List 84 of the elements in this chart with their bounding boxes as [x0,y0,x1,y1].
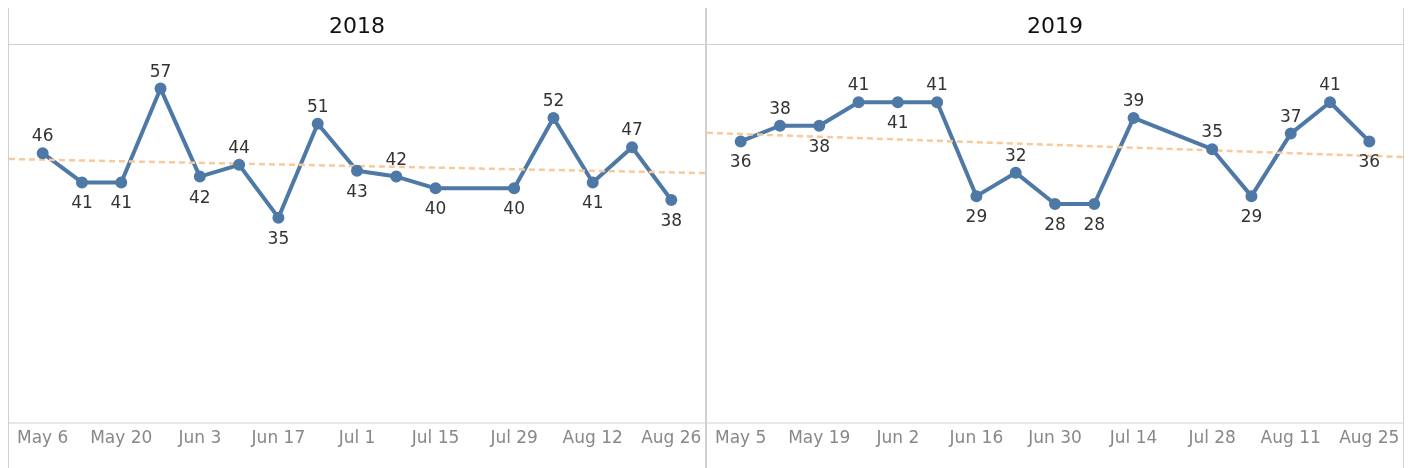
point [734,135,747,148]
data-label: 51 [306,95,329,116]
data-label: 41 [71,192,93,213]
x-tick-label: Jun 3 [177,427,222,448]
chart-title: 2019 [707,8,1403,45]
point [970,190,983,203]
data-label: 42 [189,186,211,207]
data-label: 41 [1319,74,1341,95]
data-label: 35 [1201,121,1223,142]
point [1088,197,1101,210]
point [75,176,88,189]
point [1363,135,1376,148]
x-tick-label: Jul 28 [1187,427,1236,448]
data-label: 29 [1240,206,1263,227]
point [626,141,639,154]
data-label: 52 [542,89,565,110]
data-label: 46 [31,125,54,146]
data-label: 32 [1004,144,1027,165]
data-label: 39 [1122,89,1145,110]
data-label: 41 [581,192,604,213]
data-label: 28 [1044,213,1066,234]
point [115,176,128,189]
data-label: 38 [808,135,831,156]
point [1127,111,1140,124]
point [1324,96,1337,109]
x-tick-label: Aug 26 [641,427,702,448]
point [1245,190,1258,203]
data-label: 41 [847,74,870,95]
x-tick-label: May 20 [90,427,153,448]
data-label: 43 [346,180,368,201]
x-tick-label: Jul 1 [337,427,376,448]
x-tick-label: Aug 25 [1339,427,1400,448]
x-tick-label: Jul 29 [489,427,538,448]
x-tick-label: Aug 11 [1260,427,1321,448]
point [311,117,324,130]
point [586,176,599,189]
data-label: 36 [729,151,752,172]
point [1049,197,1061,210]
point [1284,127,1297,140]
data-label: 41 [887,112,909,133]
point [429,182,442,195]
x-tick-label: Jun 2 [875,427,920,448]
point [931,96,944,109]
point [272,211,285,224]
x-tick-label: Aug 12 [562,427,623,448]
x-tick-label: May 6 [16,427,69,448]
data-label: 38 [769,97,791,118]
data-label: 44 [228,136,250,157]
point [891,96,904,109]
point [1009,166,1022,179]
x-tick-label: Jul 15 [410,427,460,448]
data-label: 36 [1358,151,1381,172]
point [233,158,246,171]
point [852,96,865,109]
chart-title: 2018 [9,8,705,45]
x-tick-label: Jul 14 [1108,427,1158,448]
x-tick-label: Jun 30 [1027,427,1082,448]
point [154,82,167,95]
point [351,164,363,177]
point [665,194,678,207]
data-label: 29 [965,206,988,227]
x-tick-label: Jun 17 [250,427,306,448]
data-label: 57 [149,60,172,81]
point [36,147,49,160]
x-tick-label: May 19 [788,427,851,448]
x-tick-label: May 5 [714,427,767,448]
data-label: 40 [424,198,447,219]
data-label: 41 [926,74,948,95]
point [1206,143,1219,156]
data-label: 37 [1279,105,1302,126]
point [508,182,521,195]
data-label: 40 [503,198,525,219]
data-label: 38 [660,210,683,231]
data-label: 42 [385,148,408,169]
point [773,119,786,132]
point [547,111,560,124]
point [193,170,206,183]
data-label: 35 [267,227,290,248]
x-tick-label: Jun 16 [948,427,1004,448]
data-label: 28 [1083,213,1106,234]
point [390,170,403,183]
point [813,119,826,132]
data-label: 47 [621,119,643,140]
data-label: 41 [110,192,133,213]
